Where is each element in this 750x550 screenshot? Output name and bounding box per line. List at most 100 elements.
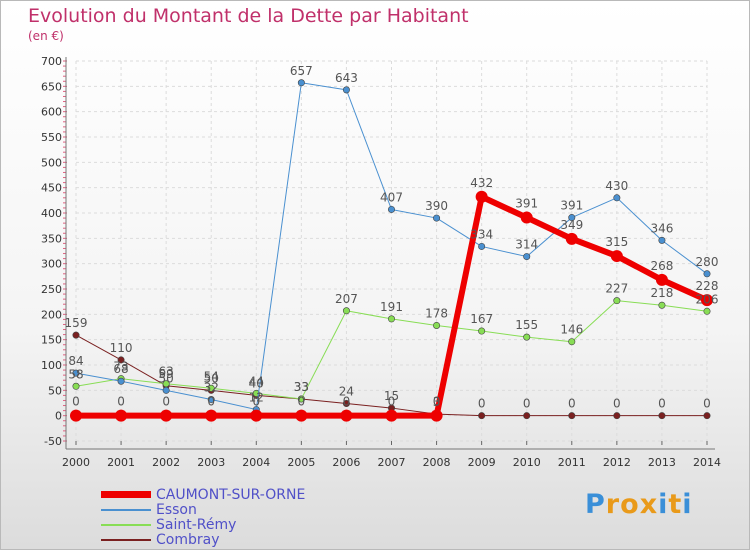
data-label-saint-r-my: 33 (294, 380, 309, 394)
data-point-esson (207, 395, 215, 403)
y-tick-label: 500 (41, 156, 62, 169)
data-point-caumont-sur-orne (610, 250, 623, 263)
data-point-esson (387, 205, 395, 213)
y-tick-label: 300 (41, 258, 62, 271)
data-label-esson: 390 (425, 199, 448, 213)
data-point-combray (703, 412, 711, 420)
data-label-esson: 280 (696, 255, 719, 269)
data-label-caumont-sur-orne: 0 (72, 395, 80, 409)
data-point-combray (342, 400, 350, 408)
data-label-saint-r-my: 63 (159, 365, 174, 379)
y-tick-label: 450 (41, 182, 62, 195)
data-point-esson (162, 386, 170, 394)
data-point-combray (613, 412, 621, 420)
data-label-combray: 50 (204, 371, 219, 385)
data-label-caumont-sur-orne: 268 (650, 259, 673, 273)
data-point-esson (433, 214, 441, 222)
data-label-esson: 334 (470, 227, 493, 241)
y-tick-label: 350 (41, 232, 62, 245)
x-tick-label: 2002 (152, 456, 180, 469)
data-label-caumont-sur-orne: 432 (470, 176, 493, 190)
chart-title: Evolution du Montant de la Dette par Hab… (28, 5, 469, 27)
data-label-caumont-sur-orne: 0 (117, 395, 125, 409)
data-point-caumont-sur-orne (565, 232, 578, 245)
data-point-combray (72, 331, 80, 339)
data-point-esson (613, 194, 621, 202)
data-label-caumont-sur-orne: 0 (207, 395, 215, 409)
data-point-caumont-sur-orne (655, 273, 668, 286)
data-label-combray: 110 (110, 341, 133, 355)
data-label-esson: 346 (650, 221, 673, 235)
y-tick-label: 400 (41, 207, 62, 220)
data-label-saint-r-my: 146 (560, 323, 583, 337)
legend: CAUMONT-SUR-ORNE Esson Saint-Rémy Combra… (101, 487, 305, 548)
data-label-saint-r-my: 167 (470, 312, 493, 326)
y-tick-label: 150 (41, 334, 62, 347)
x-tick-label: 2001 (107, 456, 135, 469)
legend-item-esson[interactable]: Esson (101, 501, 305, 518)
data-point-combray (568, 412, 576, 420)
x-tick-label: 2009 (468, 456, 496, 469)
y-tick-label: 650 (41, 80, 62, 93)
data-label-saint-r-my: 207 (335, 292, 358, 306)
data-label-caumont-sur-orne: 0 (162, 395, 170, 409)
data-point-combray (658, 412, 666, 420)
data-label-saint-r-my: 206 (696, 292, 719, 306)
data-point-saint-r-my (613, 297, 621, 305)
legend-swatch-caumont (101, 491, 151, 498)
logo-letter: i (658, 489, 669, 520)
data-point-caumont-sur-orne (250, 409, 263, 422)
data-point-esson (523, 253, 531, 261)
y-tick-label: 200 (41, 308, 62, 321)
data-label-combray: 0 (523, 397, 531, 411)
data-point-saint-r-my (297, 395, 305, 403)
data-label-esson: 50 (159, 371, 174, 385)
x-tick-label: 2013 (648, 456, 676, 469)
legend-swatch-saint-remy (101, 523, 151, 526)
data-label-saint-r-my: 191 (380, 300, 403, 314)
logo-letter: r (605, 489, 621, 520)
legend-label-esson: Esson (156, 501, 197, 518)
data-point-esson (703, 270, 711, 278)
data-point-caumont-sur-orne (520, 211, 533, 224)
data-label-esson: 657 (290, 64, 313, 78)
data-point-saint-r-my (658, 301, 666, 309)
x-tick-label: 2008 (423, 456, 451, 469)
data-point-esson (658, 236, 666, 244)
data-point-saint-r-my (72, 382, 80, 390)
logo-letter: t (668, 489, 683, 520)
data-point-saint-r-my (523, 333, 531, 341)
data-label-combray: 0 (478, 397, 486, 411)
legend-swatch-esson (101, 508, 151, 511)
logo-letter: P (585, 489, 606, 520)
data-label-esson: 314 (515, 238, 538, 252)
data-point-esson (478, 242, 486, 250)
data-point-caumont-sur-orne (115, 409, 128, 422)
data-point-combray (117, 356, 125, 364)
legend-swatch-combray (101, 538, 151, 541)
legend-item-saint-remy[interactable]: Saint-Rémy (101, 517, 305, 533)
data-label-combray: 159 (65, 316, 88, 330)
data-point-saint-r-my (568, 338, 576, 346)
x-tick-label: 2007 (378, 456, 406, 469)
data-label-esson: 32 (204, 380, 219, 394)
y-tick-label: -50 (44, 435, 62, 448)
data-label-caumont-sur-orne: 0 (388, 395, 396, 409)
legend-item-caumont[interactable]: CAUMONT-SUR-ORNE (101, 487, 305, 503)
data-label-combray: 24 (339, 385, 354, 399)
data-point-saint-r-my (207, 384, 215, 392)
x-tick-label: 2014 (693, 456, 721, 469)
data-point-caumont-sur-orne (340, 409, 353, 422)
y-tick-label: 250 (41, 283, 62, 296)
data-point-saint-r-my (433, 321, 441, 329)
data-label-caumont-sur-orne: 0 (298, 395, 306, 409)
proxiti-logo: Proxiti (585, 489, 693, 520)
legend-label-combray: Combray (156, 531, 220, 548)
data-label-combray: 15 (384, 389, 399, 403)
y-tick-label: 50 (48, 384, 62, 397)
data-point-esson (72, 369, 80, 377)
y-tick-label: 550 (41, 131, 62, 144)
data-point-saint-r-my (703, 307, 711, 315)
legend-item-combray[interactable]: Combray (101, 531, 305, 548)
